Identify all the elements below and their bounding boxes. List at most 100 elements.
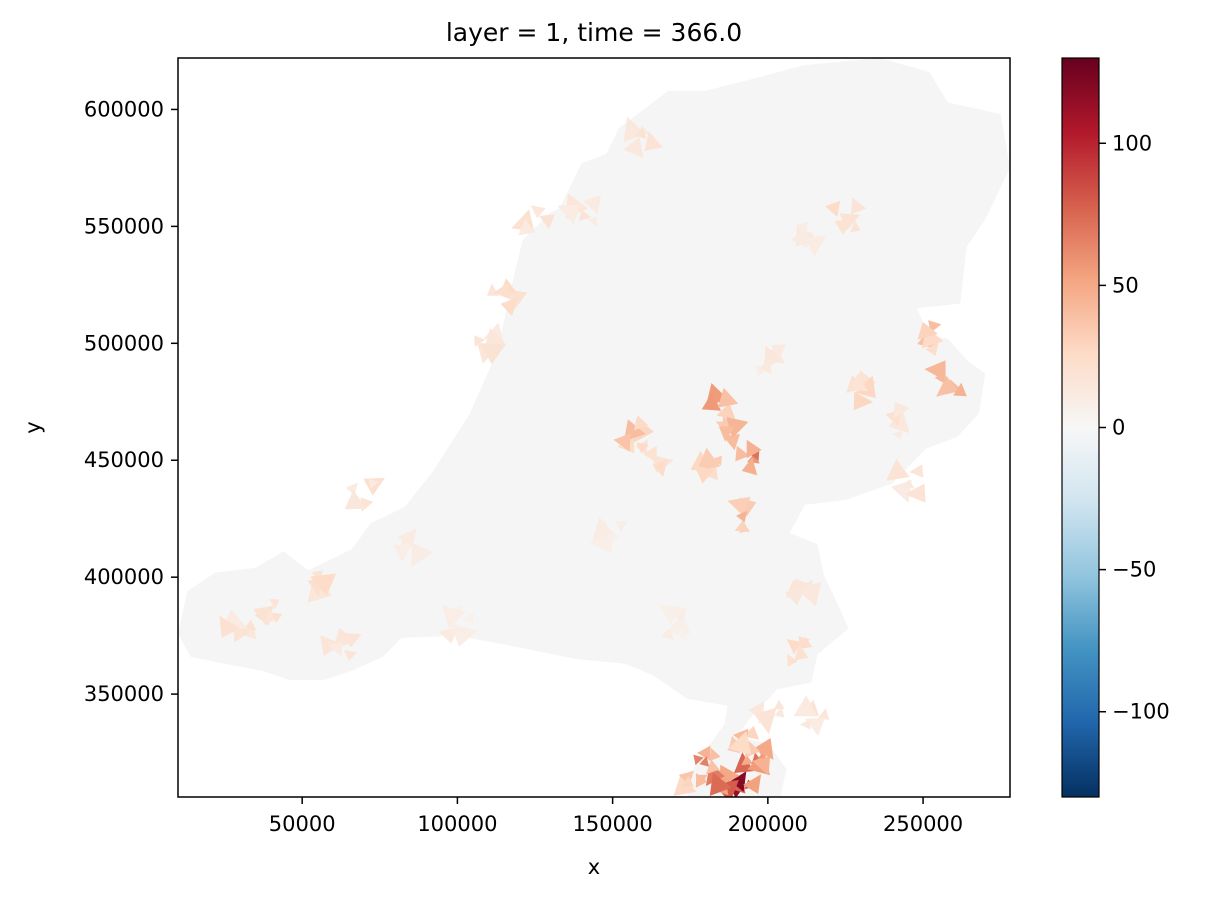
hotspot-layer xyxy=(219,116,967,812)
hotspot-cell xyxy=(754,707,777,735)
hotspot-cell xyxy=(328,641,343,657)
hotspot-cell xyxy=(695,774,708,785)
hotspot-cell xyxy=(701,392,722,411)
hotspot-cell xyxy=(696,447,721,472)
hotspot-cell xyxy=(557,204,581,225)
hotspot-cell xyxy=(500,297,518,316)
hotspot-cell xyxy=(345,482,358,496)
hotspot-cell xyxy=(539,214,555,229)
colorbar-tick-label: 100 xyxy=(1112,131,1152,155)
chart-title: layer = 1, time = 366.0 xyxy=(446,18,742,47)
x-tick-label: 250000 xyxy=(883,812,963,836)
hotspot-cell xyxy=(953,382,967,397)
hotspot-cell xyxy=(743,774,762,794)
hotspot-cell xyxy=(741,754,754,766)
colorbar-tick-label: 50 xyxy=(1112,273,1139,297)
hotspot-cell xyxy=(269,599,280,610)
hotspot-cell xyxy=(615,521,628,532)
hotspot-cell xyxy=(636,442,649,454)
hotspot-cell xyxy=(635,126,647,139)
hotspot-cell xyxy=(716,402,736,419)
hotspot-cell xyxy=(850,197,867,215)
y-tick-label: 350000 xyxy=(84,682,164,706)
hotspot-cell xyxy=(588,216,598,227)
y-tick-label: 500000 xyxy=(84,331,164,355)
hotspot-cell xyxy=(400,535,412,546)
hotspot-cell xyxy=(484,328,507,347)
hotspot-cell xyxy=(793,695,818,717)
hotspot-cell xyxy=(904,483,926,503)
hotspot-cell xyxy=(850,220,861,233)
x-axis-label: x xyxy=(588,855,600,879)
colorbar-tick-label: −50 xyxy=(1112,558,1156,582)
hotspot-cell xyxy=(720,797,737,812)
hotspot-cell xyxy=(411,542,433,568)
hotspot-cell xyxy=(727,496,751,516)
hotspot-cell xyxy=(736,510,748,523)
hotspot-cell xyxy=(697,745,711,761)
hotspot-cell xyxy=(711,455,722,466)
plot-area xyxy=(178,58,1010,812)
hotspot-cell xyxy=(787,653,798,667)
hotspot-cell xyxy=(718,426,735,442)
hotspot-cell xyxy=(886,459,910,481)
hotspot-cell xyxy=(770,344,786,359)
hotspot-cell xyxy=(839,213,861,231)
hotspot-cell xyxy=(310,573,336,596)
hotspot-cell xyxy=(578,210,592,221)
hotspot-cell xyxy=(751,756,771,776)
hotspot-cell xyxy=(786,639,802,655)
hotspot-cell xyxy=(681,775,694,788)
hotspot-cell xyxy=(633,415,649,431)
hotspot-cell xyxy=(728,731,752,755)
hotspot-cell xyxy=(607,533,620,545)
hotspot-cell xyxy=(847,373,868,392)
hotspot-cell xyxy=(741,457,758,476)
hotspot-cell xyxy=(909,464,924,478)
hotspot-cell xyxy=(493,282,510,300)
hotspot-cell xyxy=(623,137,644,159)
hotspot-cell xyxy=(518,219,536,236)
hotspot-cell xyxy=(694,465,715,484)
hotspot-cell xyxy=(652,459,668,477)
x-tick-label: 100000 xyxy=(417,812,497,836)
hotspot-cell xyxy=(817,708,830,720)
hotspot-cell xyxy=(438,627,459,644)
hotspot-cell xyxy=(795,221,809,237)
hotspot-cell xyxy=(442,605,465,629)
hotspot-cell xyxy=(799,719,811,730)
hotspot-cell xyxy=(642,445,657,463)
y-tick-label: 550000 xyxy=(84,214,164,238)
hotspot-cell xyxy=(479,343,506,365)
plot-frame xyxy=(177,57,1011,798)
hotspot-cell xyxy=(219,615,240,638)
hotspot-cell xyxy=(759,358,772,374)
hotspot-cell xyxy=(644,131,663,151)
hotspot-cell xyxy=(450,624,478,647)
hotspot-cell xyxy=(924,360,946,382)
hotspot-cell xyxy=(474,335,486,347)
hotspot-cell xyxy=(661,628,675,641)
model-domain xyxy=(178,58,1010,797)
x-tick-label: 150000 xyxy=(573,812,653,836)
hotspot-cell xyxy=(774,706,785,718)
hotspot-cell xyxy=(893,401,910,419)
hotspot-cell xyxy=(705,759,720,775)
colorbar-tick-label: −100 xyxy=(1112,700,1170,724)
x-tick-label: 50000 xyxy=(269,812,336,836)
hotspot-cell xyxy=(582,195,601,214)
colorbar-tick-label: 0 xyxy=(1112,416,1125,440)
y-tick-label: 400000 xyxy=(84,565,164,589)
hotspot-cell xyxy=(530,205,546,219)
hotspot-cell xyxy=(739,523,750,534)
hotspot-cell xyxy=(730,771,747,792)
colorbar-gradient xyxy=(1061,57,1100,798)
hotspot-cell xyxy=(693,754,704,766)
hotspot-cell xyxy=(709,772,732,796)
hotspot-cell xyxy=(936,375,958,397)
colorbar: 100 50 0 −50 −100 xyxy=(1061,57,1170,798)
y-axis-ticks: 350000 400000 450000 500000 550000 600000 xyxy=(84,97,178,706)
hotspot-cell xyxy=(395,544,408,557)
hotspot-cell xyxy=(800,637,813,649)
